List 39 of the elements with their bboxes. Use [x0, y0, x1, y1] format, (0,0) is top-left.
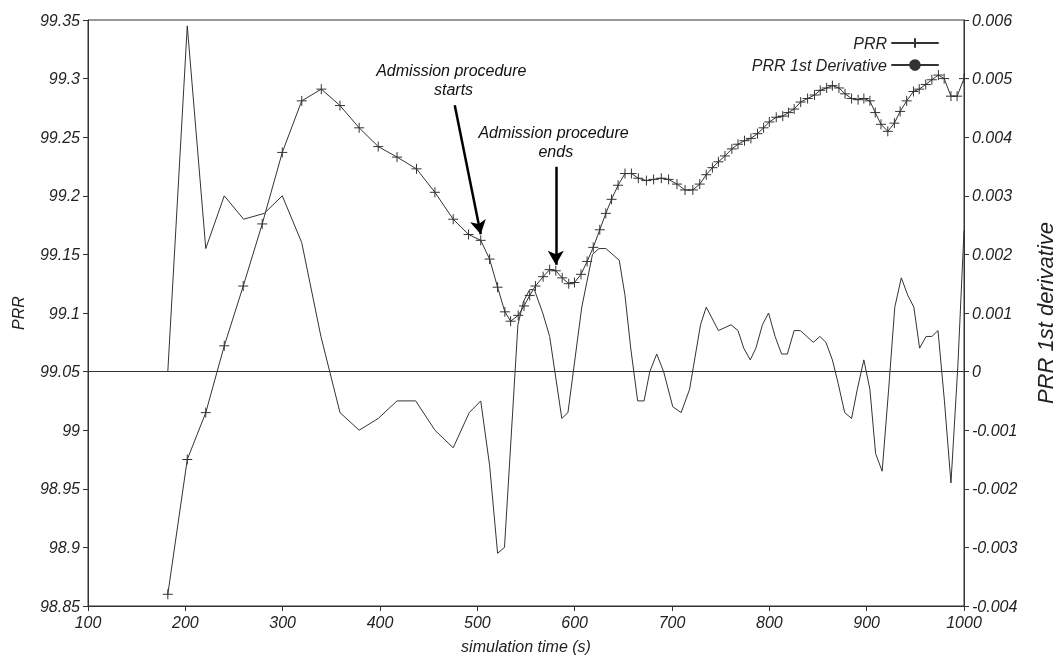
y2-tick-label: 0	[972, 363, 981, 381]
y-tick-label: 99.2	[48, 187, 81, 205]
y2-axis-title: PRR 1st derivative	[1032, 221, 1058, 405]
y-tick-label: 99.25	[39, 128, 81, 146]
y-tick-label: 98.9	[48, 538, 81, 556]
y-axis-title: PRR	[9, 295, 27, 330]
x-tick-label: 400	[366, 613, 394, 631]
y-tick-label: 98.95	[39, 480, 81, 498]
x-tick-label: 600	[561, 613, 589, 631]
x-tick-label: 300	[269, 613, 297, 631]
y2-tick-label: -0.001	[972, 421, 1018, 439]
y2-tick-label: -0.003	[972, 538, 1018, 556]
y-tick-label: 99.35	[39, 11, 81, 29]
y2-tick-label: 0.006	[972, 11, 1013, 29]
y2-tick-label: 0.001	[972, 304, 1013, 322]
y2-tick-label: 0.003	[972, 187, 1013, 205]
y-tick-label: 98.85	[39, 597, 81, 615]
x-tick-label: 1000	[946, 613, 982, 631]
x-tick-label: 100	[74, 613, 102, 631]
legend-label: PRR 1st Derivative	[751, 56, 888, 74]
y-tick-label: 99.05	[39, 363, 81, 381]
x-tick-label: 900	[853, 613, 881, 631]
x-axis-title: simulation time (s)	[461, 637, 591, 655]
y-tick-label: 99.15	[39, 245, 81, 263]
y2-tick-label: 0.002	[972, 245, 1013, 263]
x-tick-label: 200	[170, 613, 199, 631]
legend-label: PRR	[853, 34, 888, 52]
y2-tick-label: -0.004	[972, 597, 1018, 615]
y2-tick-label: -0.002	[972, 480, 1018, 498]
y2-tick-label: 0.005	[972, 70, 1013, 88]
y-tick-label: 99.1	[48, 304, 80, 322]
annotation: Admission procedure starts	[375, 62, 531, 99]
y-tick-label: 99	[62, 421, 81, 439]
y2-tick-label: 0.004	[972, 128, 1013, 146]
x-tick-label: 500	[463, 613, 491, 631]
y-tick-label: 99.3	[48, 70, 81, 88]
x-tick-label: 700	[658, 613, 686, 631]
annotation: Admission procedure ends	[477, 123, 634, 160]
x-tick-label: 800	[755, 613, 783, 631]
